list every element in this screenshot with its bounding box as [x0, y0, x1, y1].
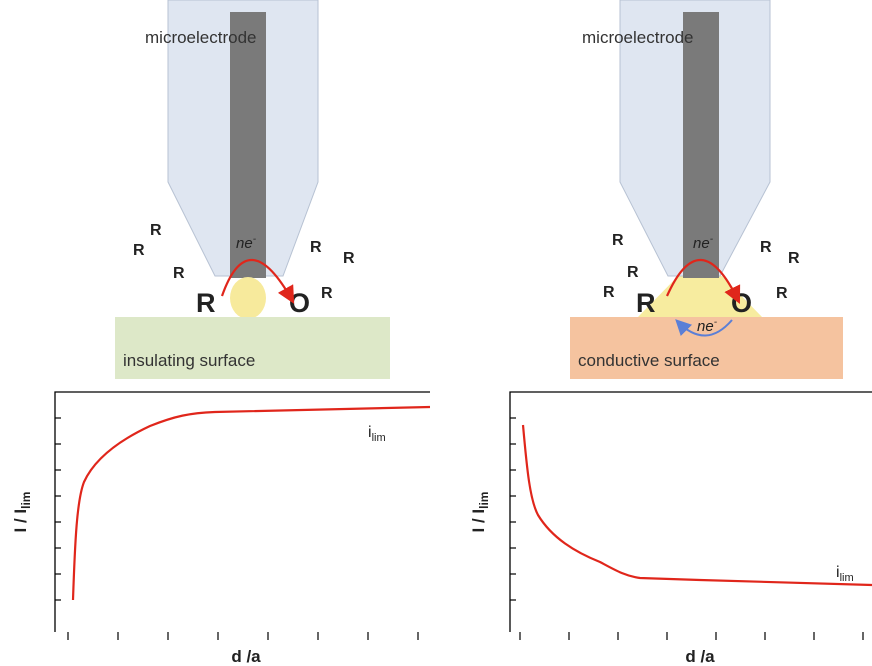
diffusion-zone [230, 277, 266, 319]
species: R [760, 239, 772, 256]
species: R [133, 242, 145, 259]
left-panel: microelectrode R R R R R R R O ne- insul… [11, 0, 431, 666]
species: O [289, 288, 310, 318]
species: R [321, 285, 333, 302]
species: R [150, 222, 162, 239]
species: R [636, 288, 656, 318]
right-panel: microelectrode R R R R R R R O ne- ne- c… [469, 0, 872, 666]
species: R [627, 264, 639, 281]
species: R [310, 239, 322, 256]
surface-label: insulating surface [123, 351, 255, 370]
surface-label: conductive surface [578, 351, 720, 370]
electrode-label: microelectrode [582, 28, 694, 47]
electrode-wire [683, 12, 719, 278]
species: R [788, 250, 800, 267]
curve [521, 424, 872, 587]
ticks [510, 417, 864, 640]
species: R [776, 285, 788, 302]
species: R [612, 232, 624, 249]
species: R [173, 265, 185, 282]
plot-frame [509, 391, 872, 632]
x-axis-label: d /a [685, 647, 715, 666]
electron-arrow [665, 258, 741, 304]
y-axis-label: I / Ilim [11, 492, 33, 533]
species: R [196, 288, 216, 318]
electrode-wire [230, 12, 266, 278]
y-axis-label: I / Ilim [469, 492, 491, 533]
species: R [603, 284, 615, 301]
curve-label: ilim [368, 424, 386, 444]
surface [570, 317, 843, 379]
species: R [343, 250, 355, 267]
surface [115, 317, 390, 379]
curve [71, 405, 431, 601]
electron-arrow [675, 319, 733, 337]
electron-label: ne- [693, 234, 714, 252]
electron-label: ne- [236, 234, 257, 252]
electron-label: ne- [697, 317, 718, 335]
curve-label: ilim [836, 564, 854, 584]
electrode-label: microelectrode [145, 28, 257, 47]
electron-arrow [220, 258, 295, 304]
ticks [55, 417, 419, 640]
x-axis-label: d /a [231, 647, 261, 666]
plot-frame [54, 391, 430, 632]
